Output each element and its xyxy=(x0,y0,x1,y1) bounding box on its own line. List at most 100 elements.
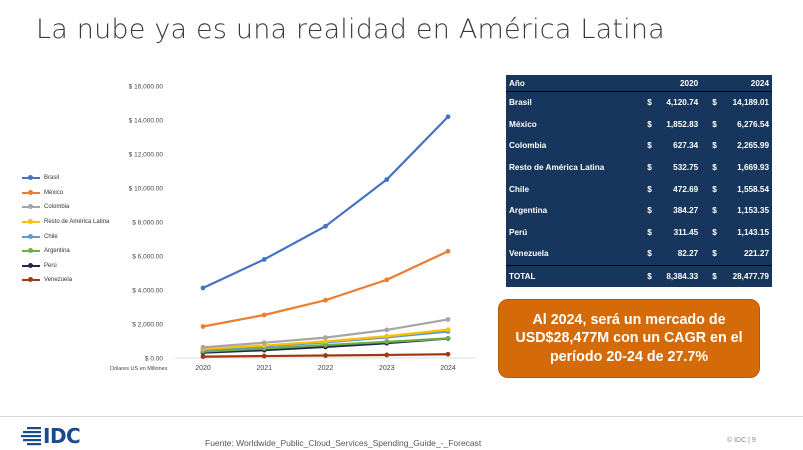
idc-logo: IDC xyxy=(19,424,81,448)
row-country: Venezuela xyxy=(509,249,549,259)
cell-value: 472.69 xyxy=(673,184,699,194)
row-value-2024: $1,143.15 xyxy=(701,222,772,244)
callout-box: Al 2024, será un mercado de USD$28,477M … xyxy=(498,299,760,378)
data-point xyxy=(445,335,451,341)
idc-globe-icon xyxy=(21,427,41,446)
legend-swatch xyxy=(22,248,40,254)
data-point xyxy=(384,333,390,339)
x-tick-label: 2024 xyxy=(440,365,456,372)
cell-value: 1,669.93 xyxy=(737,163,769,173)
total-value-2020: $8,384.33 xyxy=(636,264,702,288)
cell-value: 2,265.99 xyxy=(737,141,769,151)
legend-swatch xyxy=(22,233,40,239)
slide-title: La nube ya es una realidad en América La… xyxy=(36,14,665,45)
legend-label: Perú xyxy=(44,262,57,269)
legend-label: Resto de América Latina xyxy=(44,219,110,226)
currency-symbol: $ xyxy=(647,141,652,151)
data-point xyxy=(384,277,390,283)
data-point xyxy=(261,340,267,346)
x-tick-label: 2021 xyxy=(256,365,272,372)
row-value-2020: $472.69 xyxy=(636,178,701,200)
currency-symbol: $ xyxy=(712,141,717,151)
y-tick-label: $ 16,000.00 xyxy=(129,84,164,91)
cell-value: 384.27 xyxy=(673,206,699,216)
table-row: Venezuela $82.27 $221.27 xyxy=(506,243,772,265)
legend-item: Argentina xyxy=(22,244,109,259)
table-row: Perú $311.45 $1,143.15 xyxy=(506,222,772,244)
data-point xyxy=(200,344,206,350)
row-country: México xyxy=(509,119,537,129)
legend-item: Perú xyxy=(22,259,109,274)
data-point xyxy=(384,352,390,358)
legend-swatch xyxy=(22,189,40,195)
header-2024: 2024 xyxy=(701,75,772,92)
currency-symbol: $ xyxy=(712,272,717,282)
table-header-row: Año 2020 2024 xyxy=(506,75,772,92)
row-value-2020: $627.34 xyxy=(636,135,701,157)
unit-label: Dólares US en Millones xyxy=(110,366,168,372)
data-point xyxy=(200,324,206,329)
legend-item: Chile xyxy=(22,229,109,244)
y-tick-label: $ 8,000.00 xyxy=(132,220,163,227)
series-brasil xyxy=(200,114,451,291)
currency-symbol: $ xyxy=(647,98,652,108)
data-table: Año 2020 2024 Brasil $4,120.74 $14,189.01 M… xyxy=(506,75,772,288)
legend-item: Colombia xyxy=(22,200,109,215)
row-value-2020: $4,120.74 xyxy=(636,92,701,114)
row-value-2020: $82.27 xyxy=(636,243,701,265)
row-country: Perú xyxy=(509,227,528,237)
cell-value: 4,120.74 xyxy=(666,98,699,108)
x-tick-label: 2023 xyxy=(379,365,395,372)
cell-value: 14,189.01 xyxy=(732,98,769,108)
data-point xyxy=(323,297,328,303)
data-point xyxy=(261,257,267,262)
source-note: Fuente: Worldwide_Public_Cloud_Services_… xyxy=(205,438,482,448)
table-row: México $1,852.83 $6,276.54 xyxy=(506,114,772,136)
currency-symbol: $ xyxy=(712,206,717,216)
legend-label: México xyxy=(44,189,64,196)
data-point xyxy=(323,353,328,358)
header-year: Año xyxy=(506,75,637,92)
currency-symbol: $ xyxy=(712,227,717,237)
total-value-2024: $28,477.79 xyxy=(701,264,772,288)
row-country: Resto de América Latina xyxy=(509,163,605,173)
y-tick-label: $ 14,000.00 xyxy=(129,118,164,125)
cell-value: 627.34 xyxy=(673,141,699,151)
legend-swatch xyxy=(22,262,40,268)
currency-symbol: $ xyxy=(712,119,717,129)
row-value-2024: $2,265.99 xyxy=(701,135,772,157)
currency-symbol: $ xyxy=(647,163,652,173)
data-point xyxy=(384,339,390,345)
legend-item: Venezuela xyxy=(22,273,109,288)
legend-swatch xyxy=(22,277,40,283)
footer-divider xyxy=(0,416,803,417)
series-m-xico xyxy=(200,248,451,329)
data-point xyxy=(384,327,390,333)
currency-symbol: $ xyxy=(647,249,652,259)
cell-value: 82.27 xyxy=(677,249,699,259)
y-tick-label: $ 2,000.00 xyxy=(132,322,163,329)
total-label: TOTAL xyxy=(506,264,637,288)
row-value-2020: $384.27 xyxy=(636,200,701,222)
currency-symbol: $ xyxy=(712,98,717,108)
data-point xyxy=(323,338,328,344)
y-tick-label: $ 4,000.00 xyxy=(132,288,163,295)
table-row: Colombia $627.34 $2,265.99 xyxy=(506,135,772,157)
currency-symbol: $ xyxy=(712,249,717,259)
cell-value: 532.75 xyxy=(673,163,699,173)
row-value-2024: $221.27 xyxy=(701,243,772,265)
row-country: Chile xyxy=(509,184,530,194)
line-chart: $ 0.00 $ 2,000.00 $ 4,000.00 $ 6,000.00 $ 8,… xyxy=(110,84,475,372)
legend-item: México xyxy=(22,186,109,201)
cell-value: 1,852.83 xyxy=(666,119,699,129)
cell-value: 28,477.79 xyxy=(732,272,769,282)
cell-value: 1,153.35 xyxy=(737,206,769,216)
row-country: Brasil xyxy=(509,98,532,108)
data-point xyxy=(323,223,328,229)
table-row: Brasil $4,120.74 $14,189.01 xyxy=(506,92,772,114)
row-value-2024: $14,189.01 xyxy=(701,92,772,114)
x-tick-label: 2022 xyxy=(318,365,334,372)
data-point xyxy=(445,351,451,357)
row-country: Argentina xyxy=(509,206,548,216)
currency-symbol: $ xyxy=(647,184,652,194)
